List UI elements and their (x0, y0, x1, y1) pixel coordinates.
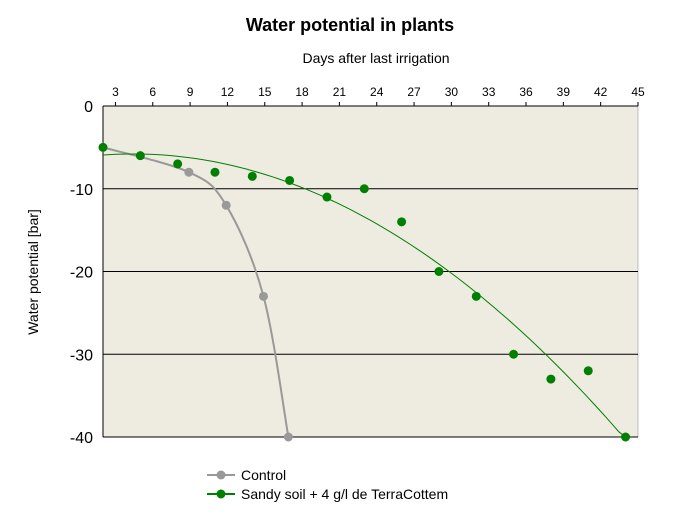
x-tick-label: 24 (370, 85, 384, 99)
y-axis-label: Water potential [bar] (25, 209, 41, 335)
data-point (259, 291, 268, 301)
y-tick-label: -40 (70, 430, 93, 447)
x-tick-label: 21 (333, 85, 347, 99)
data-point (546, 374, 556, 384)
data-point (397, 217, 407, 227)
series-line (102, 146, 290, 438)
data-point (322, 192, 332, 202)
data-point (283, 432, 293, 442)
x-axis-label: Days after last irrigation (302, 50, 449, 66)
x-tick-label: 33 (482, 85, 496, 99)
y-tick-label: 0 (84, 99, 93, 116)
series-control (98, 142, 293, 442)
data-point (509, 349, 519, 359)
data-point (210, 167, 220, 177)
legend-label: Sandy soil + 4 g/l de TerraCottem (241, 486, 448, 502)
x-tick-label: 15 (258, 85, 272, 99)
data-point (173, 159, 183, 169)
data-point (184, 167, 194, 177)
x-tick-label: 3 (112, 85, 119, 99)
x-tick-label: 9 (187, 85, 194, 99)
axes: 0-10-20-30-403 6 9 12 15 18 21 24 27 30 33 36 39 42 45 (70, 85, 645, 447)
y-tick-label: -20 (70, 265, 93, 282)
grid-lines (103, 188, 638, 438)
data-point (471, 291, 481, 301)
legend-item: Sandy soil + 4 g/l de TerraCottem (207, 486, 448, 502)
data-point (221, 200, 231, 210)
chart-title: Water potential in plants (246, 15, 454, 35)
x-tick-label: 36 (519, 85, 533, 99)
data-point (135, 151, 145, 161)
legend-swatch-marker (216, 470, 226, 480)
x-tick-label: 12 (221, 85, 235, 99)
data-point (359, 184, 369, 194)
data-point (247, 171, 257, 181)
legend-swatch-marker (216, 489, 226, 499)
x-tick-label: 27 (407, 85, 421, 99)
series-terracottem (98, 142, 631, 442)
data-point (583, 366, 593, 376)
series (98, 142, 631, 442)
x-tick-label: 42 (594, 85, 608, 99)
data-point (285, 175, 295, 185)
legend-item: Control (207, 467, 286, 483)
data-point (621, 432, 631, 442)
x-tick-label: 30 (445, 85, 459, 99)
y-tick-label: -10 (70, 182, 93, 199)
legend: Control Sandy soil + 4 g/l de TerraCottem (207, 467, 448, 502)
data-point (434, 267, 444, 276)
x-tick-label: 6 (149, 85, 156, 99)
y-tick-label: -30 (70, 347, 93, 364)
trend-line (102, 153, 626, 438)
data-point (98, 142, 108, 152)
legend-label: Control (241, 467, 286, 483)
x-tick-label: 45 (631, 85, 645, 99)
x-tick-label: 18 (295, 85, 309, 99)
x-tick-label: 39 (557, 85, 571, 99)
